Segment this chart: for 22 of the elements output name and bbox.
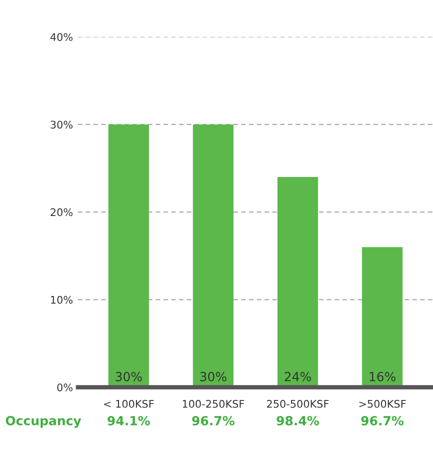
- data-label: 30%: [116, 372, 142, 382]
- x-tick-label: < 100KSF: [104, 400, 154, 408]
- text: 96.7%: [361, 416, 404, 426]
- x-tick-label: 100-250KSF: [182, 400, 244, 408]
- data-label: 16%: [370, 372, 396, 382]
- bar: [362, 247, 403, 388]
- y-tick-label: 10%: [51, 296, 73, 304]
- bar: [192, 124, 234, 388]
- text: 94.1%: [108, 416, 150, 426]
- x-tick-label: 250-500KSF: [267, 400, 329, 408]
- text: 96.7%: [192, 416, 234, 426]
- bar: [108, 124, 149, 388]
- y-tick-label: 20%: [50, 208, 73, 216]
- text: 98.4%: [276, 416, 320, 426]
- data-label: 24%: [284, 372, 311, 382]
- x-tick-label: >500KSF: [359, 400, 406, 408]
- y-tick-label: 0%: [57, 383, 73, 392]
- data-label: 30%: [200, 372, 226, 382]
- bar: [277, 177, 318, 388]
- text: Occupancy: [6, 416, 82, 428]
- y-tick-label: 30%: [50, 120, 73, 129]
- y-tick-label: 40%: [50, 33, 73, 41]
